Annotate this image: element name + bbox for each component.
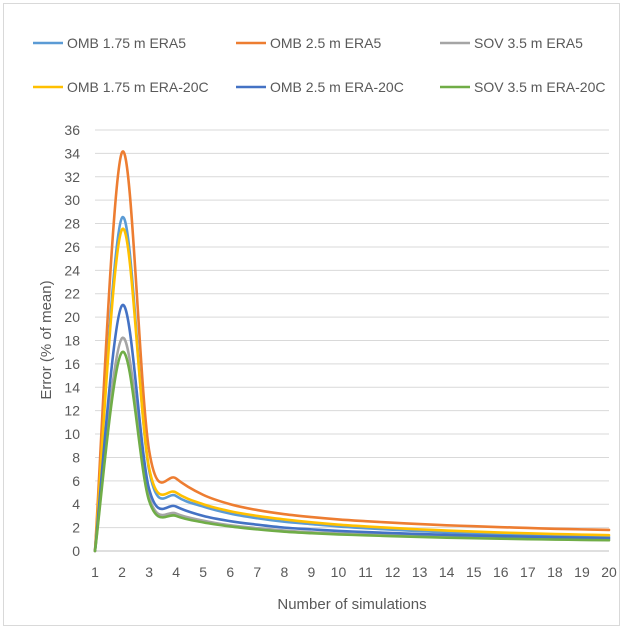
y-tick-label: 30 bbox=[64, 192, 80, 208]
x-tick-label: 10 bbox=[331, 564, 347, 580]
x-tick-label: 20 bbox=[601, 564, 617, 580]
x-tick-label: 3 bbox=[145, 564, 153, 580]
y-tick-label: 28 bbox=[64, 216, 80, 232]
y-tick-label: 34 bbox=[64, 145, 80, 161]
y-tick-label: 22 bbox=[64, 286, 80, 302]
x-tick-label: 8 bbox=[280, 564, 288, 580]
y-axis-label: Error (% of mean) bbox=[38, 280, 55, 399]
x-axis-label: Number of simulations bbox=[277, 596, 426, 613]
y-tick-label: 20 bbox=[64, 309, 80, 325]
x-tick-label: 6 bbox=[226, 564, 234, 580]
legend-label-sov-3-5-m-era5: SOV 3.5 m ERA5 bbox=[474, 35, 583, 51]
x-tick-label: 18 bbox=[547, 564, 563, 580]
x-tick-label: 9 bbox=[308, 564, 316, 580]
x-tick-label: 19 bbox=[574, 564, 590, 580]
x-tick-label: 7 bbox=[253, 564, 261, 580]
y-tick-label: 0 bbox=[72, 543, 80, 559]
x-tick-label: 11 bbox=[358, 564, 373, 580]
chart-frame bbox=[3, 3, 620, 626]
series-line-omb-1-75-m-era-20c bbox=[93, 227, 611, 553]
x-tick-label: 2 bbox=[118, 564, 126, 580]
x-tick-label: 4 bbox=[172, 564, 180, 580]
y-tick-label: 32 bbox=[64, 169, 80, 185]
y-tick-label: 26 bbox=[64, 239, 80, 255]
legend-label-omb-1-75-m-era-20c: OMB 1.75 m ERA-20C bbox=[67, 79, 209, 95]
legend-label-omb-1-75-m-era5: OMB 1.75 m ERA5 bbox=[67, 35, 186, 51]
legend-label-omb-2-5-m-era5: OMB 2.5 m ERA5 bbox=[270, 35, 381, 51]
y-tick-label: 36 bbox=[64, 122, 80, 138]
x-tick-label: 12 bbox=[385, 564, 401, 580]
x-tick-labels: 1 2 3 4 5 6 7 8 9 10 11 12 13 14 15 16 17 18 19 20 bbox=[91, 564, 617, 580]
x-tick-label: 15 bbox=[466, 564, 482, 580]
y-tick-label: 18 bbox=[64, 333, 80, 349]
y-tick-label: 10 bbox=[64, 426, 80, 442]
gridlines bbox=[95, 129, 609, 529]
y-tick-label: 4 bbox=[72, 496, 80, 512]
y-tick-label: 24 bbox=[64, 262, 80, 278]
x-tick-label: 5 bbox=[199, 564, 207, 580]
series-lines bbox=[93, 150, 611, 553]
x-tick-label: 13 bbox=[412, 564, 428, 580]
x-tick-label: 1 bbox=[91, 564, 99, 580]
series-line-sov-3-5-m-era5 bbox=[93, 336, 611, 553]
x-tick-label: 17 bbox=[520, 564, 536, 580]
series-line-omb-1-75-m-era5 bbox=[93, 216, 611, 553]
y-tick-label: 6 bbox=[72, 473, 80, 489]
legend-label-sov-3-5-m-era-20c: SOV 3.5 m ERA-20C bbox=[474, 79, 606, 95]
y-tick-label: 8 bbox=[72, 449, 80, 465]
y-tick-label: 14 bbox=[64, 379, 80, 395]
series-line-sov-3-5-m-era-20c bbox=[93, 350, 611, 553]
x-tick-label: 14 bbox=[439, 564, 455, 580]
y-tick-label: 16 bbox=[64, 356, 80, 372]
x-tick-label: 16 bbox=[493, 564, 509, 580]
series-line-omb-2-5-m-era5 bbox=[93, 150, 611, 553]
y-tick-label: 2 bbox=[72, 520, 80, 536]
series-line-omb-2-5-m-era-20c bbox=[93, 304, 611, 553]
y-tick-label: 12 bbox=[64, 403, 80, 419]
legend: OMB 1.75 m ERA5 OMB 2.5 m ERA5 SOV 3.5 m E… bbox=[33, 35, 606, 95]
legend-label-omb-2-5-m-era-20c: OMB 2.5 m ERA-20C bbox=[270, 79, 404, 95]
